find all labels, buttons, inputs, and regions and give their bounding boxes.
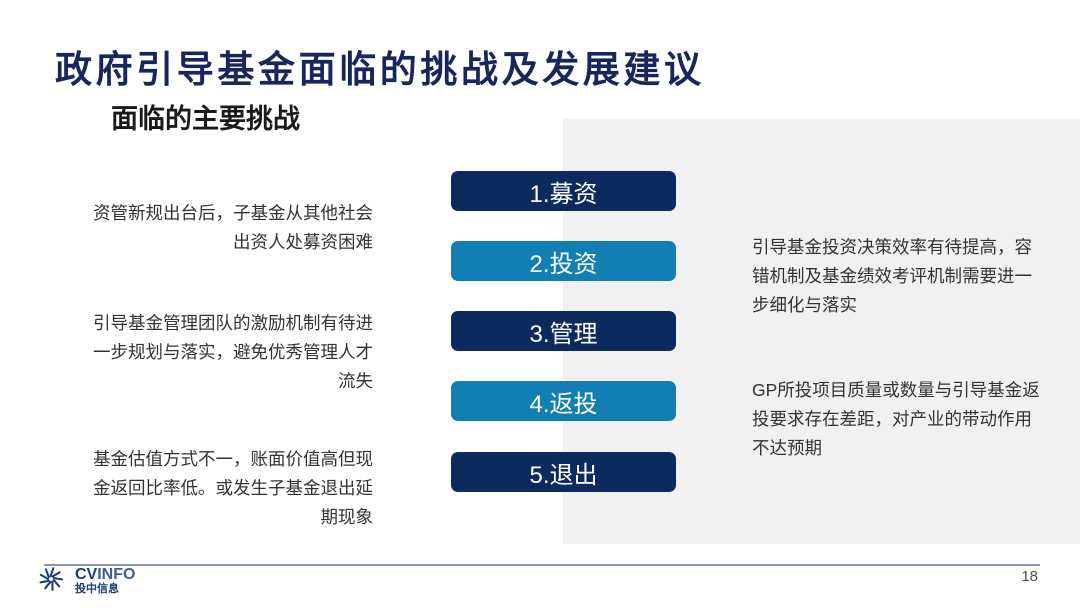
svg-text:CVINFO: CVINFO	[75, 566, 135, 583]
svg-text:投中信息: 投中信息	[75, 581, 119, 595]
